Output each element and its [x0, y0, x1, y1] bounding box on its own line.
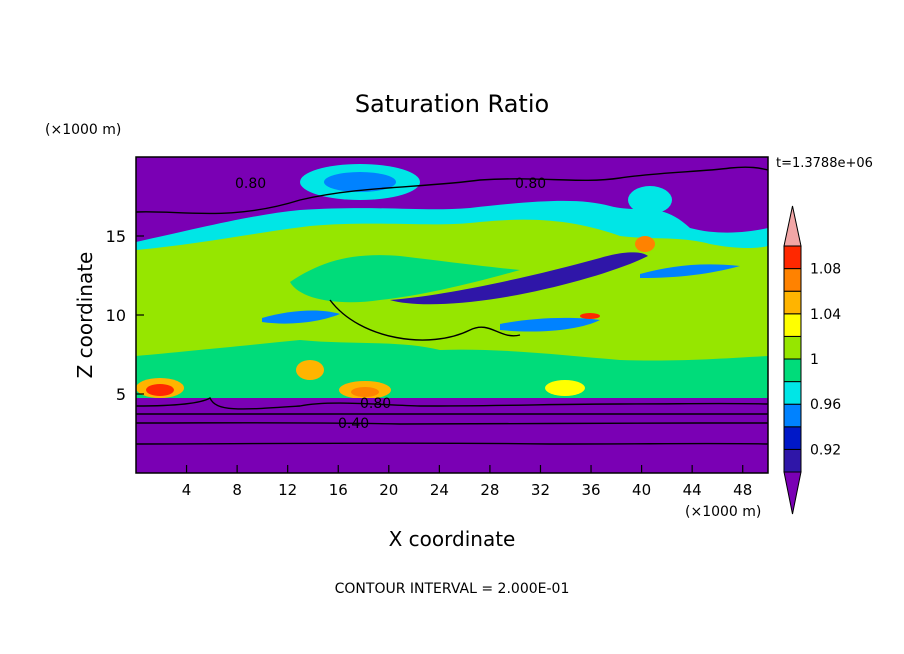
field-warm-4: [635, 236, 655, 252]
colorbar-label: 0.96: [810, 397, 841, 413]
contour-0p80-lower: [136, 396, 768, 410]
contour-interval-footer: CONTOUR INTERVAL = 2.000E-01: [335, 581, 570, 597]
contour-low: [136, 442, 768, 445]
y-axis-label: Z coordinate: [73, 252, 97, 379]
x-axis-units: (×1000 m): [685, 504, 761, 520]
colorbar-label: 0.92: [810, 442, 841, 458]
x-tick-label: 44: [683, 481, 702, 499]
y-tick-label: 15: [106, 227, 126, 246]
heatmap-field: [136, 157, 768, 473]
x-tick-label: 20: [379, 481, 398, 499]
y-axis-ticks: 5 10 15: [106, 227, 144, 404]
field-saturated-lower: [136, 340, 768, 398]
x-tick-label: 36: [581, 481, 600, 499]
field-streak-2: [500, 317, 600, 332]
contour-mid-cells: [329, 299, 521, 341]
x-tick-label: 4: [182, 481, 192, 499]
colorbar-swatch: [783, 268, 802, 292]
colorbar-swatch: [783, 313, 802, 337]
contour-label-1: 0.80: [235, 176, 266, 192]
chart-title: Saturation Ratio: [355, 90, 549, 118]
y-tick-label: 10: [106, 306, 126, 325]
colorbar-swatch: [783, 403, 802, 428]
x-tick-label: 12: [278, 481, 297, 499]
x-axis-label: X coordinate: [389, 527, 516, 551]
colorbar-swatch: [783, 290, 802, 315]
contour-label-3: 0.80: [360, 396, 391, 412]
colorbar-low-triangle: [783, 471, 802, 515]
field-warm-5: [580, 313, 600, 319]
contour-0p40: [136, 422, 768, 425]
contour-label-2: 0.80: [515, 176, 546, 192]
y-tick-label: 5: [116, 385, 126, 404]
colorbar-label: 1.08: [810, 262, 841, 278]
x-tick-label: 16: [329, 481, 348, 499]
field-warm-2b: [351, 387, 379, 397]
contour-upper: [136, 166, 768, 215]
field-dry-lower: [136, 398, 768, 473]
colorbar-swatch: [783, 381, 802, 405]
field-upper-cell-1b: [324, 172, 396, 192]
colorbar-swatch: [783, 358, 802, 383]
colorbar-swatch: [783, 426, 802, 450]
colorbar-label: 1: [810, 352, 819, 368]
field-warm-1b: [146, 384, 174, 396]
field-warm-6: [296, 360, 324, 380]
field-warm-3: [545, 380, 585, 396]
y-axis-units: (×1000 m): [45, 122, 121, 138]
contour-label-group: 0.80 0.80 0.80 0.40: [235, 176, 546, 432]
colorbar-swatch: [783, 335, 802, 360]
colorbar: 0.92 0.96 1 1.04 1.08: [783, 205, 841, 515]
contour-label-4: 0.40: [338, 416, 369, 432]
colorbar-swatch: [783, 448, 802, 473]
field-saturated-mid: [290, 255, 520, 303]
x-tick-label: 8: [232, 481, 242, 499]
field-streak-4: [262, 310, 340, 324]
colorbar-label: 1.04: [810, 307, 841, 323]
contour-lines: [136, 166, 768, 445]
colorbar-high-triangle: [783, 205, 802, 247]
x-tick-label: 24: [430, 481, 449, 499]
x-tick-label: 40: [632, 481, 651, 499]
colorbar-swatch: [783, 245, 802, 270]
x-axis-ticks: 4 8 12 16 20 24 28 32 36 40 44 48: [182, 465, 752, 499]
x-tick-label: 28: [480, 481, 499, 499]
x-tick-label: 48: [733, 481, 752, 499]
x-tick-label: 32: [531, 481, 550, 499]
field-streak-1: [390, 252, 648, 305]
field-upper-cell-2: [628, 186, 672, 214]
field-streak-3: [640, 264, 740, 278]
time-label: t=1.3788e+06: [776, 156, 873, 171]
